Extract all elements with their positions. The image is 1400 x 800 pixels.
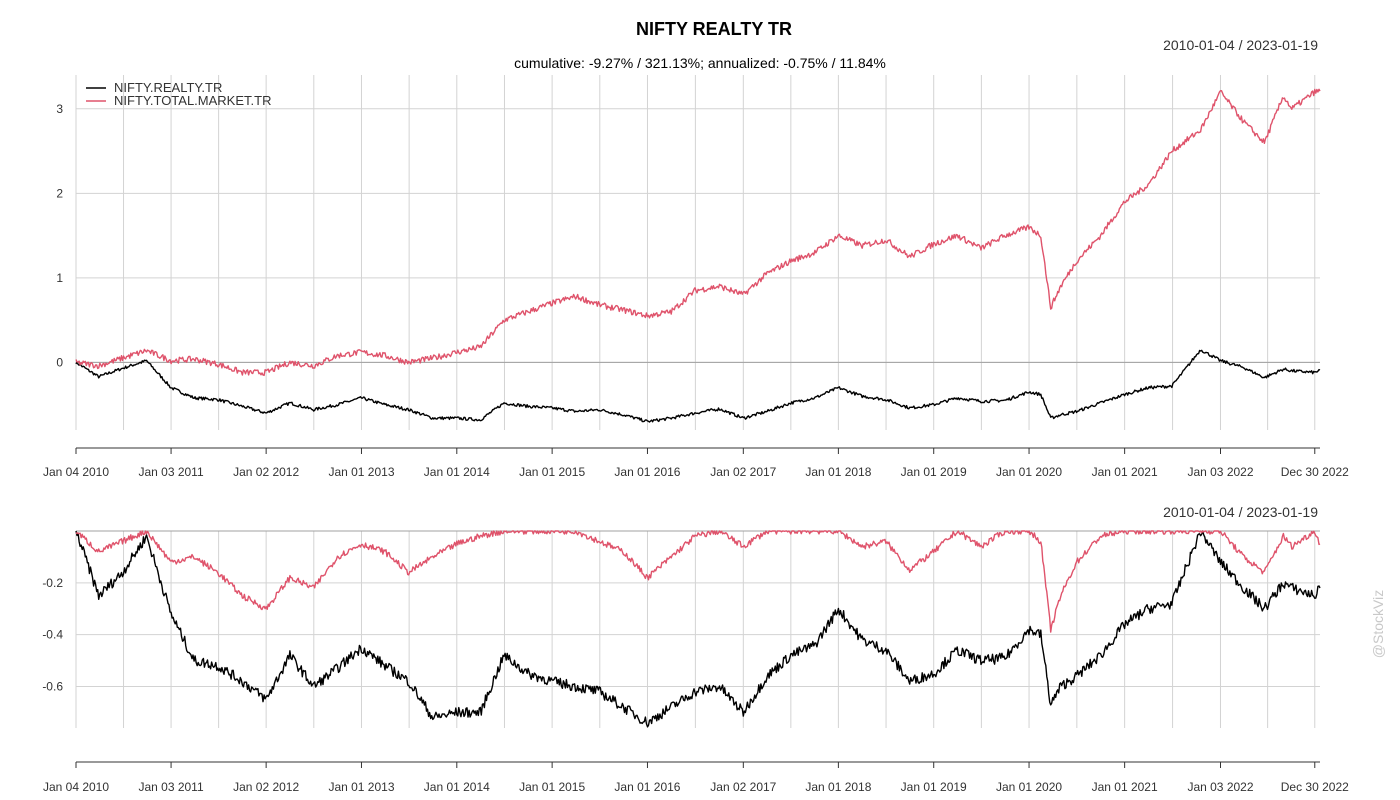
bottom-date-range: 2010-01-04 / 2023-01-19 [1163,504,1318,520]
bottom-x-tick-label: Jan 01 2018 [805,780,871,794]
top-y-tick-label: 2 [56,186,63,200]
bottom-x-tick-label: Dec 30 2022 [1281,780,1349,794]
bottom-y-axis: -0.2 -0.4 -0.6 [42,576,63,694]
top-x-tick-label: Jan 01 2013 [328,465,394,479]
bottom-x-tick-label: Jan 04 2010 [43,780,109,794]
bottom-series-lines [75,530,1321,728]
top-x-tick-label: Jan 01 2016 [614,465,680,479]
bottom-x-tick-label: Jan 01 2020 [996,780,1062,794]
top-x-tick-label: Jan 03 2022 [1187,465,1253,479]
top-series-realty [75,349,1321,423]
drawdown-panel: -0.2-0.4-0.6 Jan 04 2010 Jan 03 2011 Jan 0… [42,530,1349,794]
bottom-gridlines [75,530,1320,728]
bottom-x-tick-label: Jan 01 2014 [424,780,490,794]
top-series-market [75,88,1321,377]
bottom-series-realty [75,530,1321,728]
legend-label-market: NIFTY.TOTAL.MARKET.TR [114,93,271,108]
top-y-tick-label: 0 [56,355,63,369]
top-x-tick-label: Jan 03 2011 [138,465,203,479]
top-y-axis: 0 1 2 3 [56,102,63,370]
top-x-tick-label: Jan 04 2010 [43,465,109,479]
top-date-range: 2010-01-04 / 2023-01-19 [1163,37,1318,53]
bottom-x-tick-label: Jan 02 2017 [710,780,776,794]
watermark: @StockViz [1370,590,1386,658]
chart-title: NIFTY REALTY TR [636,19,792,39]
top-series-lines [75,88,1321,423]
legend: NIFTY.REALTY.TR NIFTY.TOTAL.MARKET.TR [86,80,271,108]
top-x-tick-label: Jan 01 2015 [519,465,585,479]
bottom-series-market [75,530,1321,633]
top-x-tick-label: Jan 02 2017 [710,465,776,479]
top-x-tick-label: Jan 01 2021 [1092,465,1158,479]
bottom-x-tick-label: Jan 02 2012 [233,780,299,794]
bottom-y-tick-label: -0.6 [42,680,63,694]
top-x-tick-label: Jan 01 2019 [901,465,967,479]
top-x-tick-label: Jan 01 2018 [805,465,871,479]
bottom-y-tick-label: -0.4 [42,628,63,642]
top-gridlines [75,75,1320,430]
bottom-x-tick-label: Jan 03 2022 [1187,780,1253,794]
top-x-axis: Jan 04 2010 Jan 03 2011 Jan 02 2012 Jan 01 … [43,447,1349,479]
top-y-tick-label: 3 [56,102,63,116]
bottom-x-tick-label: Jan 01 2015 [519,780,585,794]
bottom-x-tick-label: Jan 03 2011 [138,780,203,794]
top-x-tick-label: Jan 01 2014 [424,465,490,479]
bottom-x-tick-label: Jan 01 2019 [901,780,967,794]
top-x-tick-label: Dec 30 2022 [1281,465,1349,479]
bottom-y-tick-label: -0.2 [42,576,63,590]
bottom-x-axis: Jan 04 2010 Jan 03 2011 Jan 02 2012 Jan 01 … [43,761,1349,794]
bottom-x-tick-label: Jan 01 2013 [328,780,394,794]
bottom-x-tick-label: Jan 01 2021 [1092,780,1158,794]
top-x-tick-label: Jan 01 2020 [996,465,1062,479]
top-x-tick-label: Jan 02 2012 [233,465,299,479]
bottom-x-tick-label: Jan 01 2016 [614,780,680,794]
chart-subtitle: cumulative: -9.27% / 321.13%; annualized… [514,55,886,71]
legend-label-realty: NIFTY.REALTY.TR [114,80,222,95]
top-y-tick-label: 1 [56,271,63,285]
